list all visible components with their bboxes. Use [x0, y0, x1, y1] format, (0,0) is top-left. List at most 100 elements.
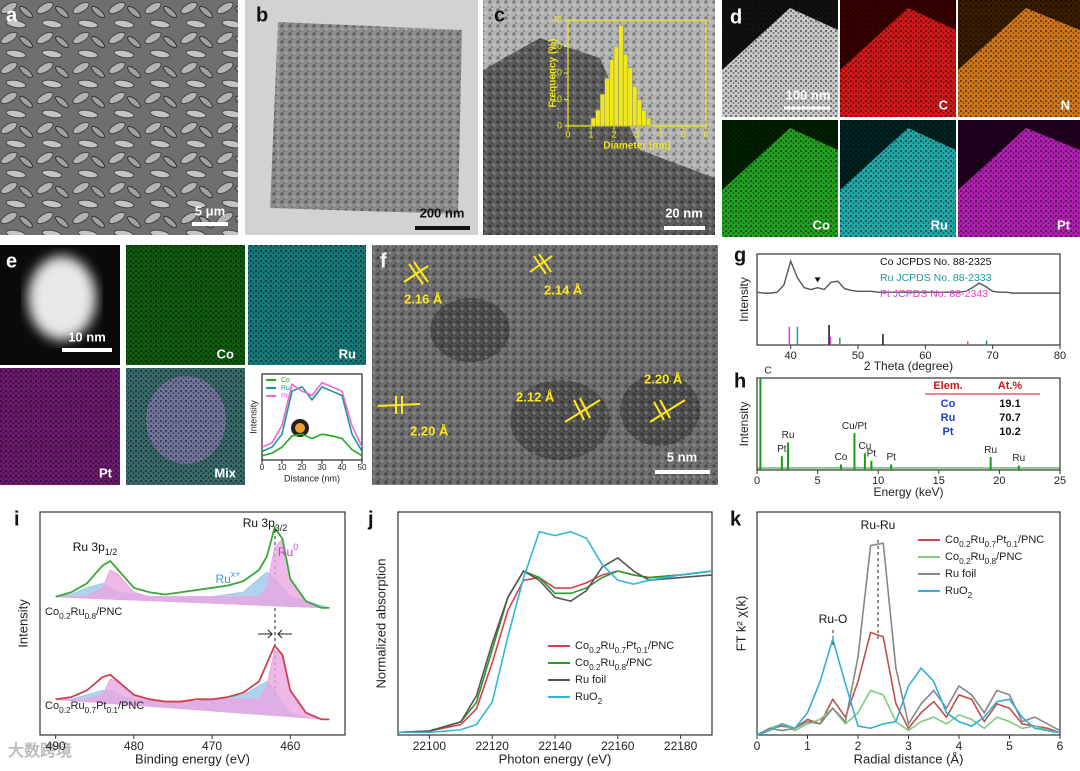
x-tick-label: 0	[754, 475, 760, 487]
hrtem-texture	[372, 245, 718, 485]
legend-label: Pt	[281, 393, 288, 400]
xrd-pattern	[756, 259, 1060, 294]
text-run: 0	[293, 542, 298, 552]
y-axis-label: Intensity	[737, 402, 751, 447]
x-tick-label: 470	[202, 739, 222, 753]
x-tick-label: 0	[260, 463, 265, 472]
map-ru	[248, 245, 366, 365]
shift-arrows	[258, 629, 292, 639]
x-tick-label: 2	[855, 739, 862, 753]
data-line	[756, 542, 1061, 736]
text-run: /PNC	[96, 606, 122, 618]
text-run: Ru	[71, 606, 85, 618]
x-tick-label: 40	[338, 463, 347, 472]
peak-marker	[814, 277, 821, 283]
text-run: Co	[575, 640, 589, 652]
plot-frame	[756, 253, 1061, 346]
plot-frame	[261, 373, 363, 461]
x-axis-label: Diameter (nm)	[603, 141, 670, 152]
legend-label: RuO2	[575, 691, 603, 706]
x-tick-label: 4	[657, 129, 662, 139]
text-run: 0.1	[636, 646, 648, 655]
x-tick-label: 1	[804, 739, 811, 753]
x-tick-label: 40	[785, 350, 797, 362]
particle-texture	[270, 22, 462, 214]
x-tick-label: 2	[611, 129, 616, 139]
x-axis-label: Binding energy (eV)	[135, 751, 250, 766]
annotation: Rux+	[215, 569, 240, 586]
histogram-bar	[599, 93, 606, 127]
map-label: Mix	[214, 465, 236, 480]
map-n	[958, 0, 1080, 117]
x-axis-label: Photon energy (eV)	[499, 751, 612, 766]
legend-label: Co	[281, 377, 290, 384]
y-axis-label: Normalized absorption	[373, 558, 388, 688]
text-run: Co	[945, 534, 959, 546]
plot-frame	[397, 511, 713, 736]
x-tick-label: 0	[754, 739, 761, 753]
panel-e: e 10 nm Co Ru Pt Mix	[0, 245, 366, 485]
x-tick-label: 1	[588, 129, 593, 139]
text-run: Ru	[971, 551, 985, 563]
x-tick-label: 22120	[476, 739, 510, 753]
text-run: RuO	[945, 585, 968, 597]
peak-label: C	[764, 366, 771, 377]
x-tick-label: 5	[680, 129, 685, 139]
annotation: Ru 3p3/2	[243, 516, 288, 533]
text-run: Ru	[215, 572, 230, 586]
panel-label: f	[380, 250, 387, 272]
data-line	[261, 385, 363, 453]
map-label: Co	[217, 346, 234, 361]
x-tick-label: 460	[280, 739, 300, 753]
data-line	[756, 689, 1061, 736]
y-tick-label: 30	[552, 41, 562, 51]
text-run: Pt	[996, 534, 1006, 546]
data-line	[397, 570, 713, 734]
x-tick-label: 5	[1006, 739, 1013, 753]
panel-label: h	[734, 370, 746, 392]
text-run: 2	[968, 591, 973, 600]
peak-label: Pt	[867, 448, 877, 459]
lattice-spacing: 2.16 Å	[404, 291, 443, 306]
fit-envelope	[55, 525, 330, 609]
plot-frame	[39, 511, 346, 736]
panel-b: b 200 nm	[245, 0, 478, 235]
x-tick-label: 5	[815, 475, 821, 487]
annotation: Ru0	[278, 542, 298, 559]
map-pt	[958, 120, 1080, 237]
map-label: Pt	[1057, 217, 1071, 232]
panel-label: e	[6, 250, 17, 272]
text-run: 0.1	[106, 706, 118, 715]
legend-label: Ru foil	[945, 568, 976, 580]
text-run: Pt	[281, 393, 288, 400]
panel-label: a	[6, 4, 18, 26]
peak-label: Pt	[886, 452, 896, 463]
text-run: Ru 3p	[73, 540, 105, 554]
panel-label: d	[730, 6, 742, 28]
x-tick-label: 22180	[664, 739, 698, 753]
table-cell: Ru	[941, 412, 956, 424]
lattice-spacing: 2.14 Å	[544, 282, 583, 297]
panel-label: k	[730, 508, 742, 530]
text-run: 2	[598, 697, 603, 706]
reference-label: Co JCPDS No. 88-2325	[880, 256, 992, 268]
y-axis-label: Intensity	[737, 277, 751, 322]
data-line	[261, 433, 363, 457]
series-label: Co0.2Ru0.8/PNC	[45, 606, 122, 621]
text-run: Co	[45, 606, 59, 618]
scale-label: 20 nm	[665, 205, 703, 220]
histogram-bar	[609, 59, 615, 127]
x-tick-label: 50	[358, 463, 367, 472]
scale-label: 200 nm	[420, 205, 465, 220]
scale-label: 10 nm	[68, 329, 106, 344]
x-tick-label: 10	[278, 463, 287, 472]
histogram-bar	[636, 99, 642, 127]
histogram-bar	[645, 117, 652, 127]
annotation: Ru-Ru	[861, 518, 896, 532]
histogram-bar	[632, 86, 638, 127]
data-line	[398, 530, 713, 734]
table-cell: 10.2	[999, 426, 1020, 438]
legend-label: Co0.2Ru0.7Pt0.1/PNC	[575, 640, 674, 655]
x-axis-label: Energy (keV)	[873, 485, 943, 499]
text-run: 0.1	[1006, 540, 1018, 549]
